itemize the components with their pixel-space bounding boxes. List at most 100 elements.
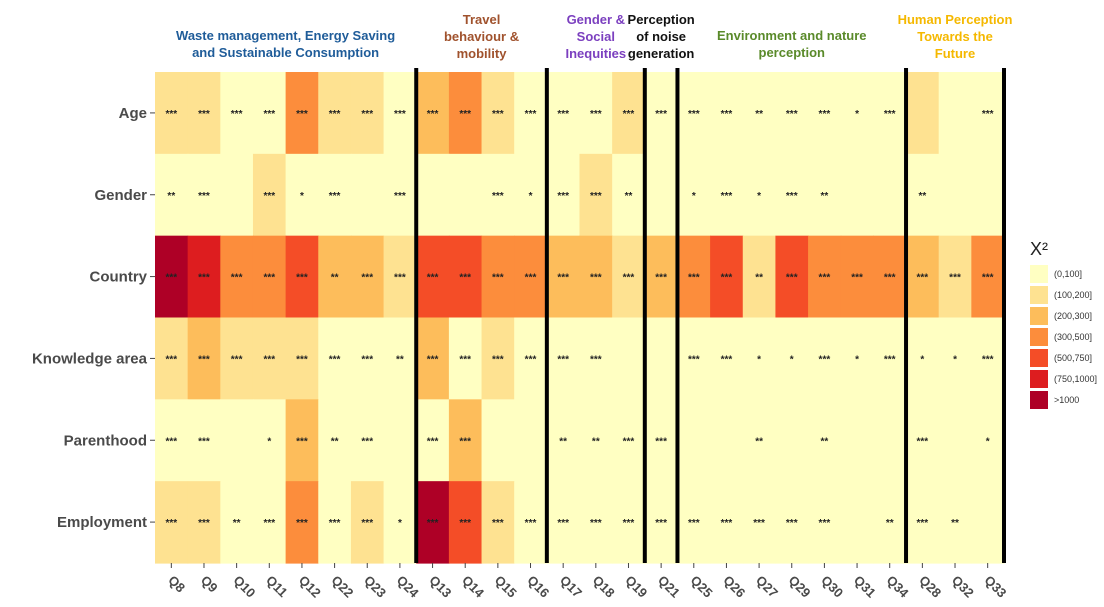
significance-label: *** <box>590 354 602 365</box>
significance-label: *** <box>884 354 896 365</box>
legend-label: (500,750] <box>1054 353 1092 363</box>
significance-label: *** <box>165 354 177 365</box>
heatmap-cell <box>481 481 515 564</box>
legend-swatch <box>1030 391 1048 409</box>
significance-label: *** <box>623 518 635 529</box>
column-label: Q30 <box>818 573 846 601</box>
heatmap-cell <box>906 235 940 319</box>
heatmap-cell <box>481 235 515 319</box>
legend-label: (300,500] <box>1054 332 1092 342</box>
row-label: Gender <box>94 187 147 204</box>
column-label: Q32 <box>949 573 977 601</box>
significance-label: *** <box>165 273 177 284</box>
group-title: Travel behaviour & mobility <box>444 12 519 61</box>
significance-label: *** <box>525 354 537 365</box>
heatmap-cell <box>971 399 1005 482</box>
column-label: Q23 <box>361 573 389 601</box>
group-title: Gender & Social Inequities <box>565 12 626 61</box>
heatmap-cell <box>285 399 319 482</box>
heatmap-cell <box>873 481 907 564</box>
significance-label: *** <box>165 109 177 120</box>
column-label: Q16 <box>524 573 552 601</box>
significance-label: *** <box>263 518 275 529</box>
significance-label: ** <box>821 191 829 202</box>
significance-label: *** <box>590 109 602 120</box>
significance-label: *** <box>655 109 667 120</box>
heatmap-cell <box>742 399 777 482</box>
row-label: Country <box>90 269 148 286</box>
heatmap-cell <box>873 399 907 482</box>
heatmap-cell <box>612 399 646 482</box>
legend-title: X² <box>1030 239 1048 259</box>
significance-label: *** <box>165 436 177 447</box>
significance-label: *** <box>427 436 439 447</box>
heatmap-cell <box>579 235 613 319</box>
heatmap-cell <box>318 235 352 319</box>
heatmap-cell <box>971 153 1005 237</box>
significance-label: *** <box>329 109 341 120</box>
significance-label: * <box>855 109 859 120</box>
heatmap-cell <box>775 399 809 482</box>
significance-label: *** <box>394 191 406 202</box>
significance-label: *** <box>296 109 308 120</box>
significance-label: *** <box>459 354 471 365</box>
heatmap-cell <box>612 481 646 564</box>
heatmap-cell <box>383 399 417 482</box>
heatmap-cell <box>481 399 515 482</box>
significance-label: *** <box>459 109 471 120</box>
significance-label: *** <box>263 273 275 284</box>
significance-label: ** <box>755 273 763 284</box>
significance-label: *** <box>721 518 733 529</box>
significance-label: *** <box>198 518 210 529</box>
significance-label: *** <box>786 273 798 284</box>
heatmap-cell <box>677 72 711 155</box>
heatmap-cell <box>514 153 548 237</box>
significance-label: ** <box>755 109 763 120</box>
heatmap-cell <box>579 399 613 482</box>
heatmap-cell <box>252 72 287 155</box>
heatmap-cell <box>677 317 711 400</box>
significance-label: *** <box>459 273 471 284</box>
heatmap-cell <box>318 153 352 237</box>
significance-label: *** <box>982 273 994 284</box>
significance-label: *** <box>329 191 341 202</box>
significance-label: *** <box>884 273 896 284</box>
heatmap-cell <box>677 481 711 564</box>
significance-label: *** <box>198 109 210 120</box>
heatmap-cell <box>220 235 254 319</box>
column-label: Q25 <box>688 573 716 601</box>
significance-label: *** <box>427 518 439 529</box>
heatmap-cell <box>220 153 254 237</box>
heatmap-cell <box>514 481 548 564</box>
significance-label: *** <box>198 273 210 284</box>
heatmap-cell <box>155 481 189 564</box>
heatmap-cell <box>840 399 874 482</box>
heatmap-cell <box>710 317 744 400</box>
significance-label: *** <box>427 109 439 120</box>
significance-label: *** <box>198 436 210 447</box>
heatmap-cell <box>710 235 744 319</box>
heatmap-cell <box>644 481 679 564</box>
column-label: Q17 <box>557 573 585 601</box>
significance-label: *** <box>557 354 569 365</box>
heatmap-cell <box>546 481 581 564</box>
significance-label: ** <box>167 191 175 202</box>
heatmap-cell <box>187 72 221 155</box>
heatmap-cell <box>971 72 1005 155</box>
heatmap-cell <box>808 317 842 400</box>
significance-label: ** <box>625 191 633 202</box>
significance-label: *** <box>263 191 275 202</box>
row-label: Parenthood <box>64 432 147 449</box>
row-label: Age <box>119 105 147 122</box>
significance-label: * <box>855 354 859 365</box>
significance-label: *** <box>851 273 863 284</box>
heatmap-cell <box>350 72 385 155</box>
significance-label: *** <box>296 436 308 447</box>
heatmap-cell <box>938 481 972 564</box>
significance-label: *** <box>623 436 635 447</box>
significance-label: *** <box>557 518 569 529</box>
heatmap-cell <box>644 235 679 319</box>
significance-label: *** <box>296 518 308 529</box>
heatmap-cell <box>938 317 972 400</box>
heatmap-cell <box>710 399 744 482</box>
